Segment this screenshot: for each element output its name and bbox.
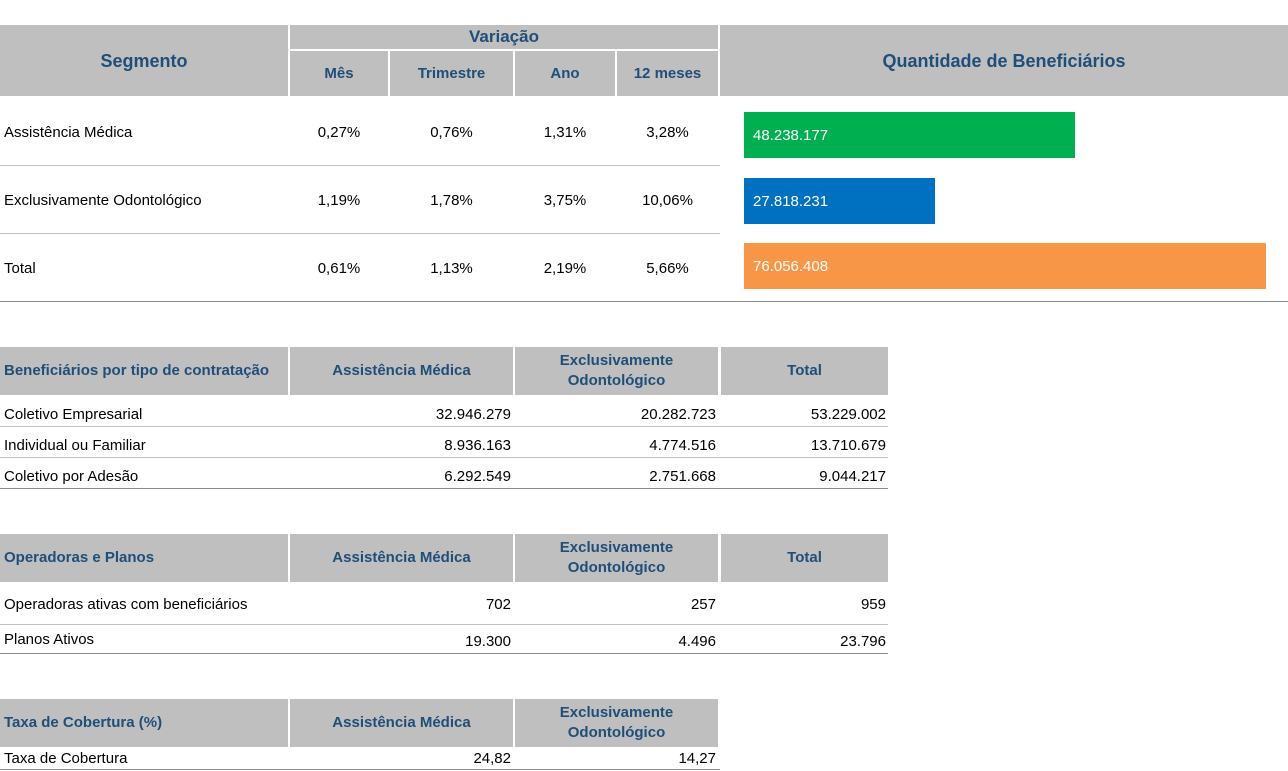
- row-divider: [0, 165, 720, 166]
- row-divider: [0, 426, 888, 427]
- table-row-label: Individual ou Familiar: [4, 436, 146, 454]
- table-cell: 9.044.217: [819, 467, 886, 485]
- variation-cell: 1,78%: [430, 191, 473, 209]
- table-cell: 2.751.668: [649, 467, 716, 485]
- variation-cell: 10,06%: [642, 191, 693, 209]
- col-header-total: Total: [721, 534, 888, 582]
- table-bottom-border: [0, 769, 720, 770]
- variation-cell: 1,19%: [317, 191, 361, 209]
- variation-cell: 0,61%: [317, 259, 361, 277]
- quantity-bar-label: 48.238.177: [753, 126, 829, 144]
- table-cell: 23.796: [840, 632, 886, 650]
- table-cell: 4.496: [678, 632, 716, 650]
- row-divider: [0, 457, 888, 458]
- variation-cell: 1,13%: [430, 259, 473, 277]
- variation-year-header: Ano: [515, 51, 615, 96]
- col-header-assistencia: Assistência Médica: [290, 534, 513, 582]
- table-cell: 14,27: [678, 749, 716, 767]
- col-header-odontologico: Exclusivamente Odontológico: [515, 534, 718, 582]
- segment-row-label: Exclusivamente Odontológico: [4, 191, 202, 209]
- variation-cell: 5,66%: [646, 259, 689, 277]
- table-bottom-border: [0, 488, 888, 489]
- quantity-bar-assistencia: 48.238.177: [744, 112, 1075, 158]
- col-header-odontologico: Exclusivamente Odontológico: [515, 347, 718, 395]
- contratacao-header-label: Beneficiários por tipo de contratação: [0, 347, 288, 395]
- table-cell: 19.300: [465, 632, 511, 650]
- table-row-label: Coletivo por Adesão: [4, 467, 139, 485]
- table-bottom-border: [0, 653, 888, 654]
- variation-cell: 0,27%: [317, 123, 361, 141]
- variation-header: Variação: [290, 25, 718, 49]
- variation-cell: 3,28%: [646, 123, 689, 141]
- operadoras-header-label: Operadoras e Planos: [0, 534, 288, 582]
- table-cell: 6.292.549: [444, 467, 511, 485]
- variation-cell: 3,75%: [543, 191, 587, 209]
- quantity-bar-label: 76.056.408: [753, 257, 829, 275]
- table-cell: 257: [690, 595, 716, 613]
- table-cell: 4.774.516: [649, 436, 716, 454]
- col-header-odontologico: Exclusivamente Odontológico: [515, 699, 718, 747]
- table-cell: 20.282.723: [640, 405, 716, 423]
- variation-cell: 1,31%: [543, 123, 587, 141]
- table-row-label: Planos Ativos: [4, 630, 95, 648]
- segment-row-label: Assistência Médica: [4, 123, 133, 141]
- table-row-label: Coletivo Empresarial: [4, 405, 143, 423]
- table-cell: 24,82: [473, 749, 511, 767]
- variation-month-header: Mês: [290, 51, 388, 96]
- variation-quarter-header: Trimestre: [390, 51, 513, 96]
- table-cell: 13.710.679: [810, 436, 886, 454]
- variation-cell: 0,76%: [430, 123, 473, 141]
- table-row-label: Taxa de Cobertura: [4, 749, 128, 767]
- col-header-assistencia: Assistência Médica: [290, 699, 513, 747]
- table-cell: 702: [485, 595, 511, 613]
- col-header-assistencia: Assistência Médica: [290, 347, 513, 395]
- variation-12m-header: 12 meses: [617, 51, 718, 96]
- segment-header: Segmento: [0, 25, 288, 96]
- table-cell: 32.946.279: [435, 405, 511, 423]
- col-header-total: Total: [721, 347, 888, 395]
- cobertura-header-label: Taxa de Cobertura (%): [0, 699, 288, 747]
- quantity-bar-odontologico: 27.818.231: [744, 178, 935, 224]
- table-row-label: Operadoras ativas com beneficiários: [4, 595, 248, 613]
- row-divider: [0, 624, 888, 625]
- quantity-bar-total: 76.056.408: [744, 243, 1266, 289]
- table-cell: 53.229.002: [810, 405, 886, 423]
- quantity-bar-label: 27.818.231: [753, 192, 829, 210]
- quantity-header: Quantidade de Beneficiários: [720, 25, 1288, 96]
- variation-cell: 2,19%: [543, 259, 587, 277]
- table-cell: 8.936.163: [444, 436, 511, 454]
- table-bottom-border: [0, 301, 1288, 302]
- row-divider: [0, 233, 720, 234]
- table-cell: 959: [860, 595, 886, 613]
- segment-row-label: Total: [4, 259, 36, 277]
